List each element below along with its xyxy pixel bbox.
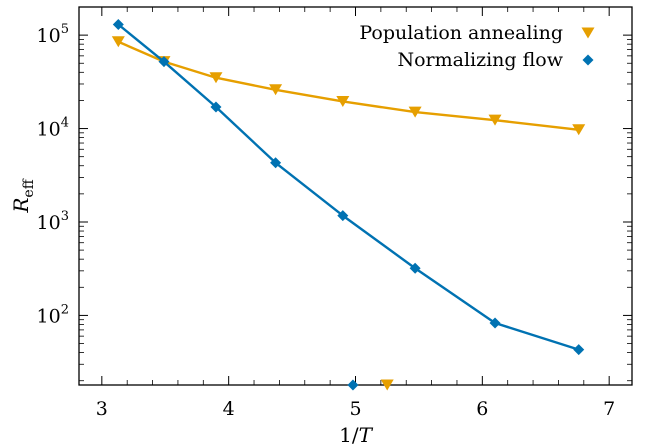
legend-marker [581, 27, 595, 39]
data-point [488, 114, 502, 126]
data-point [210, 101, 222, 113]
data-point [573, 344, 585, 356]
x-axis-label: 1/T [339, 423, 373, 445]
x-tick-label: 5 [349, 398, 361, 420]
data-point [112, 18, 124, 30]
data-point [270, 157, 282, 169]
y-tick-label: 105 [37, 22, 69, 47]
axis-marker [347, 379, 359, 391]
data-point [489, 317, 501, 329]
data-point [408, 106, 422, 118]
y-tick-label: 102 [37, 302, 69, 327]
x-tick-label: 7 [603, 398, 615, 420]
x-tick-label: 3 [96, 398, 108, 420]
series-layer [111, 18, 586, 356]
x-tick-label: 6 [476, 398, 488, 420]
data-point [337, 210, 349, 222]
y-tick-label: 103 [37, 209, 69, 234]
legend-label: Normalizing flow [397, 49, 563, 71]
y-tick-label: 104 [37, 116, 69, 141]
data-point [269, 84, 283, 96]
legend: Population annealing Normalizing flow [359, 22, 595, 71]
series-line [117, 40, 579, 131]
ticks: 3 4 5 6 7 102 103 104 105 [37, 6, 632, 420]
y-axis-label-text: Reff [9, 178, 37, 213]
x-tick-label: 4 [223, 398, 235, 420]
legend-label: Population annealing [359, 22, 563, 44]
series-line [117, 23, 580, 351]
legend-marker [582, 54, 594, 66]
data-point [111, 36, 125, 48]
data-point [572, 124, 586, 136]
data-point [209, 72, 223, 84]
data-point [409, 262, 421, 274]
data-point [158, 56, 170, 68]
data-point [336, 95, 350, 107]
axis-markers [347, 379, 394, 391]
y-axis-label: Reff [9, 178, 37, 213]
axis-marker [380, 379, 394, 391]
